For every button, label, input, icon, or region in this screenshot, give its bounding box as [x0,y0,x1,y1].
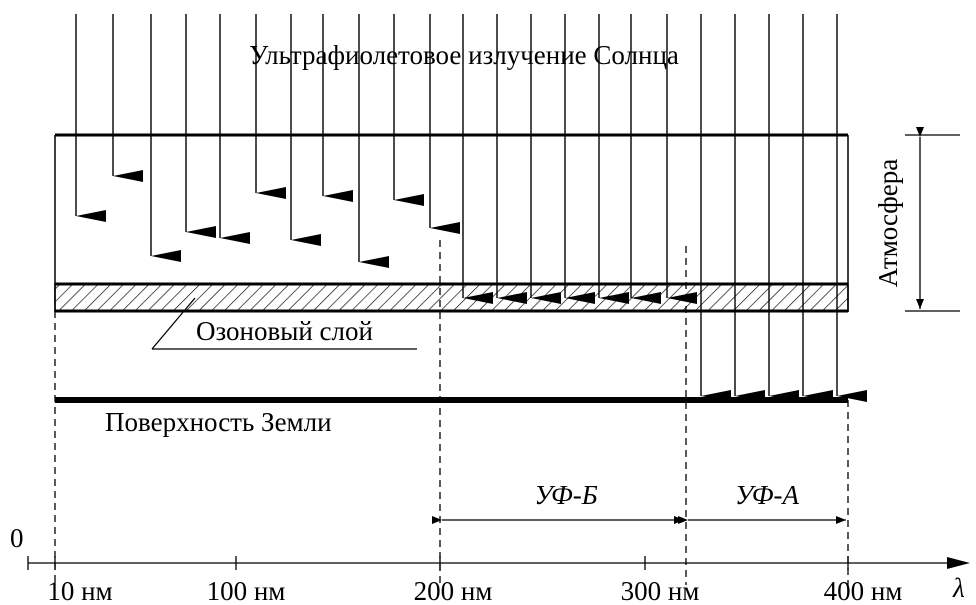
tick-label-10nm: 10 нм [47,576,112,605]
uv-rays-group [75,14,867,402]
ozone-layer [54,283,849,312]
ozone-leader-line [151,297,196,350]
axis-arrow-head [947,557,970,569]
uva-band-label: УФ-А [735,480,799,510]
surface-label: Поверхность Земли [105,407,332,437]
origin-label: 0 [10,523,24,553]
lambda-label: λ [952,573,965,603]
tick-label-400nm: 400 нм [824,576,903,605]
uvb-band-label: УФ-Б [534,480,597,510]
ozone-label: Озоновый слой [196,316,373,346]
tick-marks [54,556,849,570]
tick-label-100nm: 100 нм [207,576,286,605]
diagram-title: Ультрафиолетовое излучение Солнца [249,40,679,70]
tick-label-200nm: 200 нм [414,576,493,605]
atmosphere-label: Атмосфера [873,159,903,288]
tick-label-300nm: 300 нм [621,576,700,605]
